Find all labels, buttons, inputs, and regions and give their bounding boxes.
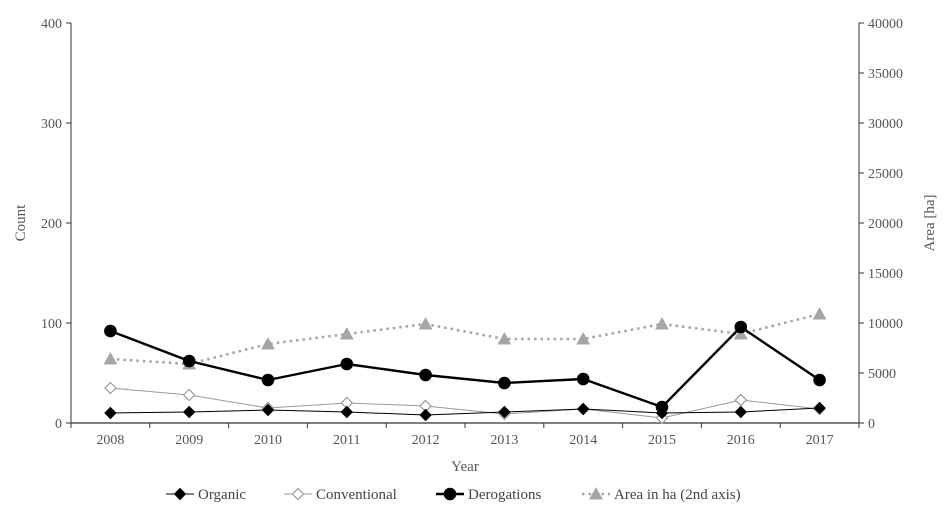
y2-tick-label: 0 (868, 417, 875, 432)
data-point (104, 324, 117, 338)
legend-swatch-marker (589, 486, 603, 500)
legend: Organic Conventional Derogations Area in ha… (166, 486, 741, 503)
series-line (110, 407, 820, 416)
legend-swatch-marker (443, 487, 457, 501)
data-point (498, 405, 511, 419)
y2-tick-label: 30000 (868, 117, 903, 132)
legend-label: Organic (198, 487, 246, 503)
legend-item: Derogations (436, 487, 541, 503)
y2-tick-label: 5000 (868, 367, 896, 382)
data-point (655, 316, 669, 330)
data-point (261, 403, 275, 417)
data-point (812, 306, 827, 320)
legend-label: Area in ha (2nd axis) (614, 487, 741, 503)
data-point (182, 405, 196, 419)
data-point (182, 388, 196, 402)
data-point (733, 326, 748, 340)
data-point (419, 368, 432, 382)
x-tick-label: 2016 (727, 433, 755, 448)
series-line (110, 387, 820, 419)
y2-tick-label: 15000 (868, 267, 903, 282)
legend-item: Area in ha (2nd axis) (582, 486, 741, 503)
legend-swatch-marker (173, 487, 187, 501)
legend-label: Conventional (316, 487, 397, 503)
data-point (340, 357, 354, 371)
data-point (734, 405, 748, 419)
data-point (418, 316, 433, 330)
data-point (734, 393, 748, 407)
y-tick-label: 100 (41, 317, 62, 332)
y-tick-label: 200 (41, 217, 62, 232)
left-axis-ticks: 0 100 200 300 400 (41, 17, 71, 432)
right-axis-ticks: 0 5000 10000 15000 20000 25000 30000 35000 40000 (859, 17, 903, 432)
legend-label: Derogations (468, 487, 541, 503)
x-axis-title: Year (451, 459, 479, 475)
y-axis-title: Count (13, 204, 29, 242)
data-point (340, 405, 354, 419)
data-point (103, 351, 118, 365)
data-point (419, 408, 432, 422)
data-point (813, 373, 826, 387)
data-point (497, 331, 512, 345)
data-point (813, 401, 826, 415)
y2-axis-title: Area [ha] (922, 194, 938, 251)
x-tick-label: 2015 (648, 433, 676, 448)
data-point (655, 406, 669, 420)
series-line (109, 325, 821, 409)
y2-tick-label: 25000 (868, 167, 903, 182)
series-layer (103, 306, 827, 425)
y-tick-label: 0 (55, 417, 62, 432)
x-tick-label: 2011 (333, 433, 360, 448)
x-tick-label: 2013 (490, 433, 518, 448)
data-point (576, 372, 590, 386)
y2-tick-label: 10000 (868, 317, 903, 332)
x-axis-ticks: 2008 2009 2010 2011 2012 2013 2014 2015 2016 2017 (70, 423, 860, 448)
x-tick-label: 2017 (806, 433, 834, 448)
x-tick-label: 2010 (254, 433, 282, 448)
data-point (261, 336, 275, 350)
y-tick-label: 400 (41, 17, 62, 32)
data-point (734, 320, 748, 334)
legend-swatch-marker (291, 487, 305, 501)
series-area-in-ha-2nd-axis (103, 306, 827, 370)
data-point (182, 354, 196, 368)
data-point (104, 406, 117, 420)
series-organic (104, 401, 826, 422)
y2-tick-label: 40000 (868, 17, 903, 32)
x-tick-label: 2009 (175, 433, 203, 448)
x-tick-label: 2012 (412, 433, 440, 448)
series-line (110, 312, 820, 366)
y2-tick-label: 20000 (868, 217, 903, 232)
data-point (498, 376, 511, 390)
x-tick-label: 2008 (96, 433, 124, 448)
legend-item: Organic (166, 487, 246, 503)
y-tick-label: 300 (41, 117, 62, 132)
legend-item: Conventional (284, 487, 397, 503)
x-tick-label: 2014 (569, 433, 597, 448)
data-point (339, 326, 354, 340)
data-point (104, 381, 117, 395)
data-point (576, 331, 591, 345)
y2-tick-label: 35000 (868, 67, 903, 82)
data-point (576, 402, 590, 416)
series-conventional (104, 381, 826, 425)
data-point (261, 373, 275, 387)
